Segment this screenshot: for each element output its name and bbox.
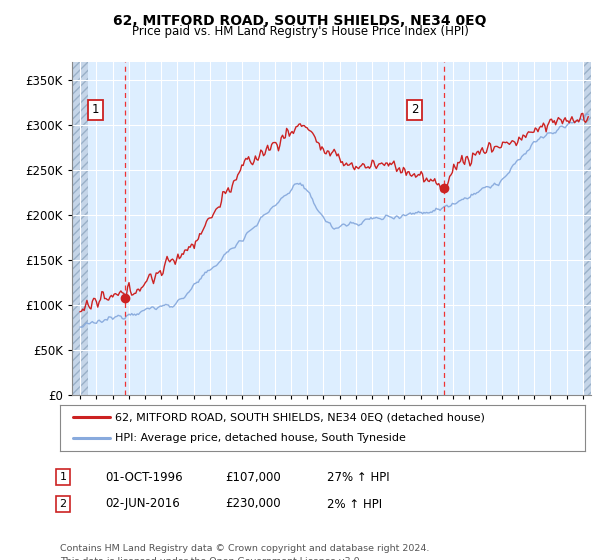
- Text: 62, MITFORD ROAD, SOUTH SHIELDS, NE34 0EQ (detached house): 62, MITFORD ROAD, SOUTH SHIELDS, NE34 0E…: [115, 412, 485, 422]
- Text: 27% ↑ HPI: 27% ↑ HPI: [327, 470, 389, 484]
- Text: 01-OCT-1996: 01-OCT-1996: [105, 470, 182, 484]
- Text: 2% ↑ HPI: 2% ↑ HPI: [327, 497, 382, 511]
- Text: 2: 2: [59, 499, 67, 509]
- Bar: [583, 62, 591, 395]
- Text: £107,000: £107,000: [225, 470, 281, 484]
- Text: 1: 1: [59, 472, 67, 482]
- Text: Contains HM Land Registry data © Crown copyright and database right 2024.
This d: Contains HM Land Registry data © Crown c…: [60, 544, 430, 560]
- Text: £230,000: £230,000: [225, 497, 281, 511]
- Text: Price paid vs. HM Land Registry's House Price Index (HPI): Price paid vs. HM Land Registry's House …: [131, 25, 469, 38]
- Text: 1: 1: [92, 104, 99, 116]
- Text: HPI: Average price, detached house, South Tyneside: HPI: Average price, detached house, Sout…: [115, 433, 406, 444]
- Text: 2: 2: [411, 104, 418, 116]
- Text: 62, MITFORD ROAD, SOUTH SHIELDS, NE34 0EQ: 62, MITFORD ROAD, SOUTH SHIELDS, NE34 0E…: [113, 14, 487, 28]
- Bar: [72, 62, 88, 395]
- Text: 02-JUN-2016: 02-JUN-2016: [105, 497, 180, 511]
